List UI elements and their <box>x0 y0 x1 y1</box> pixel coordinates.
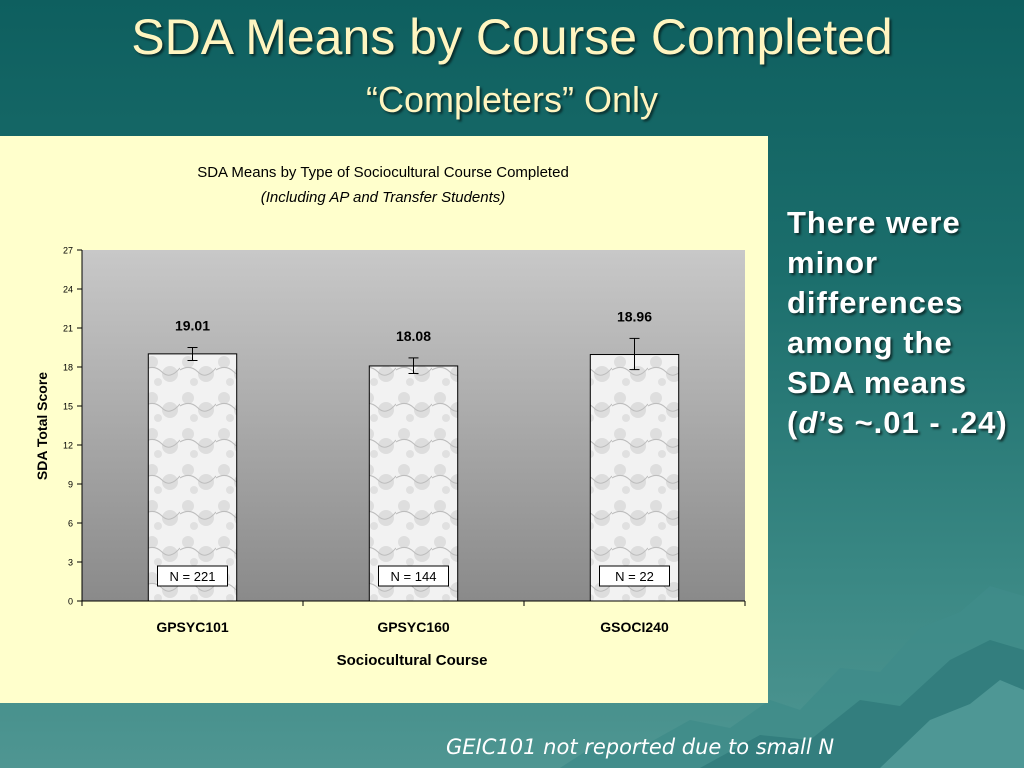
n-label: N = 144 <box>391 569 437 584</box>
x-axis: GPSYC101 GPSYC160 GSOCI240 <box>81 600 746 635</box>
data-label: 18.08 <box>396 328 431 344</box>
footnote: GEIC101 not reported due to small N <box>446 735 835 759</box>
y-tick-label: 27 <box>63 246 73 256</box>
y-tick-label: 18 <box>63 363 73 373</box>
chart-subtitle: (Including AP and Transfer Students) <box>261 189 506 206</box>
x-tick-label: GPSYC101 <box>156 619 229 635</box>
chart-title: SDA Means by Type of Sociocultural Cours… <box>197 164 569 181</box>
bar-chart: SDA Means by Type of Sociocultural Cours… <box>34 164 746 669</box>
chart-panel: SDA Means by Type of Sociocultural Cours… <box>0 136 768 703</box>
bar <box>368 365 459 602</box>
y-tick-label: 6 <box>68 519 73 529</box>
n-box <box>157 565 228 587</box>
side-note: There were minor differences among the S… <box>787 203 1017 443</box>
x-tick-label: GSOCI240 <box>600 619 669 635</box>
n-box <box>599 565 670 587</box>
x-axis-label: Sociocultural Course <box>337 652 488 669</box>
y-tick-label: 15 <box>63 402 73 412</box>
bars-group: 19.01 N = 221 18.08 N = 144 18.96 N = 22 <box>147 308 680 602</box>
slide-subtitle: “Completers” Only <box>365 79 659 120</box>
data-label: 19.01 <box>175 318 210 334</box>
n-box <box>378 565 449 587</box>
n-label: N = 221 <box>170 569 216 584</box>
side-note-part-1: There were minor differences among the S… <box>787 205 968 440</box>
bar <box>147 353 238 602</box>
slide-title: SDA Means by Course Completed <box>131 9 893 65</box>
data-label: 18.96 <box>617 308 652 324</box>
y-axis: 0 3 6 9 12 15 18 21 24 27 <box>63 246 83 607</box>
y-tick-label: 0 <box>68 597 73 607</box>
n-label: N = 22 <box>615 569 654 584</box>
side-note-italic-d: d <box>798 405 819 440</box>
bar <box>589 354 680 602</box>
y-tick-label: 3 <box>68 558 73 568</box>
y-tick-label: 24 <box>63 285 73 295</box>
x-tick-label: GPSYC160 <box>377 619 450 635</box>
side-note-part-2: ’s ~.01 - .24) <box>818 405 1008 440</box>
y-tick-label: 9 <box>68 480 73 490</box>
y-tick-label: 12 <box>63 441 73 451</box>
y-axis-label: SDA Total Score <box>34 372 50 480</box>
y-tick-label: 21 <box>63 324 73 334</box>
